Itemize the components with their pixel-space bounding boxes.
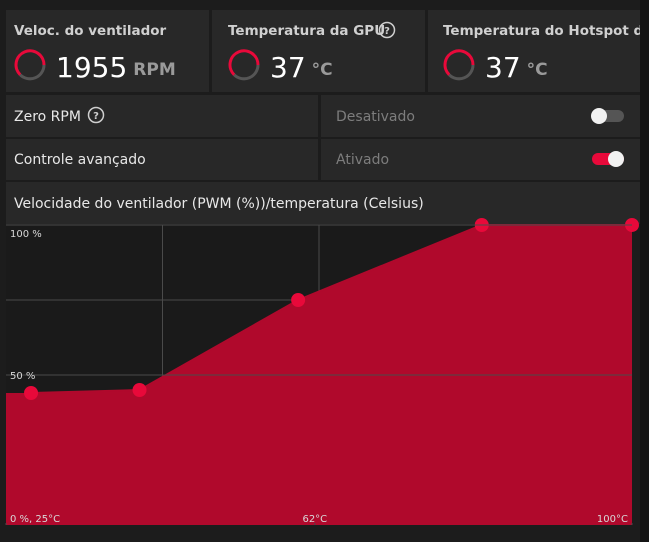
x-tick-label: 62°C	[302, 514, 327, 525]
metric-label: Temperatura da GPU	[228, 23, 385, 39]
metric-label: Veloc. do ventilador	[14, 23, 167, 39]
setting-state: Ativado	[336, 152, 389, 168]
gauge-track	[19, 64, 46, 81]
metric: Veloc. do ventilador 1955 RPM	[14, 23, 176, 84]
setting-row	[321, 95, 640, 137]
chart-title: Velocidade do ventilador (PWM (%))/tempe…	[14, 196, 424, 212]
toggle-switch[interactable]	[592, 151, 624, 167]
metric-unit: °C	[312, 60, 333, 80]
setting-row	[321, 139, 640, 180]
help-icon-glyph: ?	[93, 111, 99, 122]
curve-point[interactable]	[291, 293, 306, 307]
metric: Temperatura da GPU 37 °C	[228, 23, 385, 84]
metric-unit: °C	[527, 60, 548, 80]
y-tick-label: 50 %	[10, 371, 35, 382]
setting-label: Zero RPM	[14, 109, 81, 125]
metric-tile	[6, 10, 209, 92]
toggle-knob	[591, 108, 607, 124]
gauge-track	[233, 64, 260, 81]
metric-value: 1955	[56, 51, 127, 84]
chart-header	[6, 182, 640, 224]
gauge-ring	[443, 49, 475, 76]
metric-value: 37	[485, 51, 521, 84]
scroll-gutter	[640, 0, 649, 542]
y-tick-label: 100 %	[10, 229, 42, 240]
metric-value: 37	[270, 51, 306, 84]
gauge-ring	[14, 49, 46, 76]
gauge-track	[448, 64, 475, 81]
metric: Temperatura do Hotspot da G 37 °C	[443, 23, 649, 84]
help-icon[interactable]	[378, 21, 396, 39]
help-icon-glyph: ?	[384, 26, 390, 37]
toggle-switch[interactable]	[591, 108, 624, 124]
setting-label: Controle avançado	[14, 152, 146, 168]
help-icon[interactable]	[87, 106, 105, 124]
curve-point[interactable]	[24, 386, 39, 400]
x-tick-label: 100°C	[597, 514, 628, 525]
metric-unit: RPM	[133, 60, 175, 80]
x-tick-label: 0 %, 25°C	[10, 514, 60, 525]
setting-row	[6, 139, 318, 180]
gauge-ring	[228, 49, 260, 76]
setting-row	[6, 95, 318, 137]
toggle-knob	[608, 151, 624, 167]
setting-state: Desativado	[336, 109, 415, 125]
curve-point[interactable]	[132, 383, 147, 397]
metric-label: Temperatura do Hotspot da G	[443, 23, 649, 39]
